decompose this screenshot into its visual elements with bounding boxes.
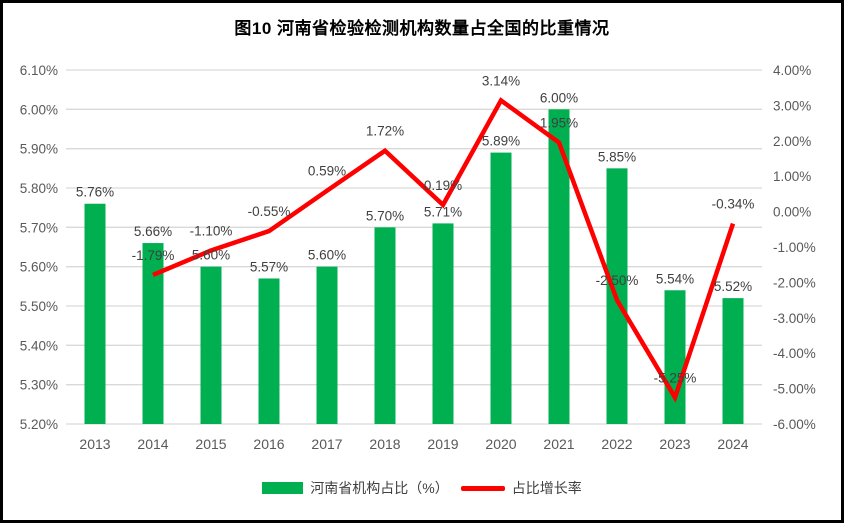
line-series-label: 占比增长率: [511, 480, 582, 496]
left-axis-tick-label: 5.40%: [20, 338, 58, 353]
bar-value-label: 5.54%: [656, 271, 694, 286]
x-axis-label: 2024: [717, 436, 748, 452]
bar-value-label: 5.89%: [482, 134, 520, 149]
line-value-label: 0.19%: [424, 178, 462, 193]
bar-2015: [200, 266, 222, 424]
chart-legend: 河南省机构占比（%） 占比增长率: [3, 478, 841, 498]
bar-value-label: 6.00%: [540, 90, 578, 105]
right-axis-tick-label: -3.00%: [773, 311, 816, 326]
left-axis-tick-label: 5.20%: [20, 417, 58, 432]
x-axis-label: 2016: [253, 436, 284, 452]
bar-value-label: 5.57%: [250, 259, 288, 274]
right-axis-tick-label: 3.00%: [773, 98, 811, 113]
line-value-label: -2.50%: [596, 273, 639, 288]
right-axis-tick-label: -2.00%: [773, 275, 816, 290]
bar-value-label: 5.76%: [76, 185, 114, 200]
legend-item-line-series: 占比增长率: [460, 478, 582, 498]
bar-2016: [258, 278, 280, 424]
bar-2020: [490, 152, 512, 424]
bar-2024: [722, 298, 744, 424]
x-axis-label: 2015: [195, 436, 226, 452]
x-axis-label: 2019: [427, 436, 458, 452]
bar-value-label: 5.60%: [308, 248, 346, 263]
bar-2018: [374, 227, 396, 424]
line-value-label: -5.25%: [654, 370, 697, 385]
left-axis-tick-label: 5.30%: [20, 378, 58, 393]
line-value-label: -1.10%: [190, 224, 233, 239]
bar-value-label: 5.71%: [424, 204, 462, 219]
right-axis-tick-label: -4.00%: [773, 346, 816, 361]
right-axis-tick-label: 2.00%: [773, 134, 811, 149]
x-axis-label: 2017: [311, 436, 342, 452]
bar-2014: [142, 243, 164, 424]
line-value-label: 3.14%: [482, 73, 520, 88]
x-axis-label: 2014: [137, 436, 168, 452]
line-value-label: 1.95%: [540, 116, 578, 131]
right-axis-tick-label: -1.00%: [773, 240, 816, 255]
right-axis-tick-label: 4.00%: [773, 63, 811, 78]
x-axis-label: 2023: [659, 436, 690, 452]
legend-item-bar-series: 河南省机构占比（%）: [262, 478, 449, 498]
bar-value-label: 5.60%: [192, 248, 230, 263]
x-axis-label: 2022: [601, 436, 632, 452]
bar-value-label: 5.66%: [134, 224, 172, 239]
line-value-label: 0.59%: [308, 164, 346, 179]
line-value-label: -1.79%: [132, 248, 175, 263]
left-axis-tick-label: 5.90%: [20, 142, 58, 157]
left-axis-tick-label: 5.70%: [20, 220, 58, 235]
bar-series-swatch: [262, 482, 304, 494]
line-value-label: -0.34%: [712, 197, 755, 212]
line-series-swatch: [460, 485, 505, 491]
left-axis-tick-label: 5.60%: [20, 260, 58, 275]
line-value-label: -0.55%: [248, 204, 291, 219]
x-axis-label: 2021: [543, 436, 574, 452]
right-axis-tick-label: 1.00%: [773, 169, 811, 184]
x-axis-label: 2018: [369, 436, 400, 452]
x-axis-label: 2013: [79, 436, 110, 452]
right-axis-tick-label: -6.00%: [773, 417, 816, 432]
chart-title: 图10 河南省检验检测机构数量占全国的比重情况: [234, 19, 610, 38]
bar-series-label: 河南省机构占比（%）: [310, 480, 449, 496]
growth-rate-line: [152, 97, 736, 403]
line-value-label: 1.72%: [366, 124, 404, 139]
bar-2023: [664, 290, 686, 424]
bar-value-label: 5.85%: [598, 149, 636, 164]
bar-value-label: 5.52%: [714, 279, 752, 294]
left-axis-tick-label: 5.80%: [20, 181, 58, 196]
left-axis-tick-label: 6.10%: [20, 63, 58, 78]
bar-2013: [84, 203, 106, 424]
bar-2019: [432, 223, 454, 424]
combo-chart-plot: 6.10% 6.00% 5.90% 5.80% 5.70% 5.60% 5.50% 5.40%…: [20, 63, 816, 452]
left-axis-tick-label: 6.00%: [20, 102, 58, 117]
bar-2021: [548, 109, 570, 424]
right-axis-tick-label: 0.00%: [773, 205, 811, 220]
bar-2017: [316, 266, 338, 424]
bar-value-label: 5.70%: [366, 208, 404, 223]
right-axis-tick-label: -5.00%: [773, 382, 816, 397]
left-axis-tick-label: 5.50%: [20, 299, 58, 314]
x-axis-label: 2020: [485, 436, 516, 452]
